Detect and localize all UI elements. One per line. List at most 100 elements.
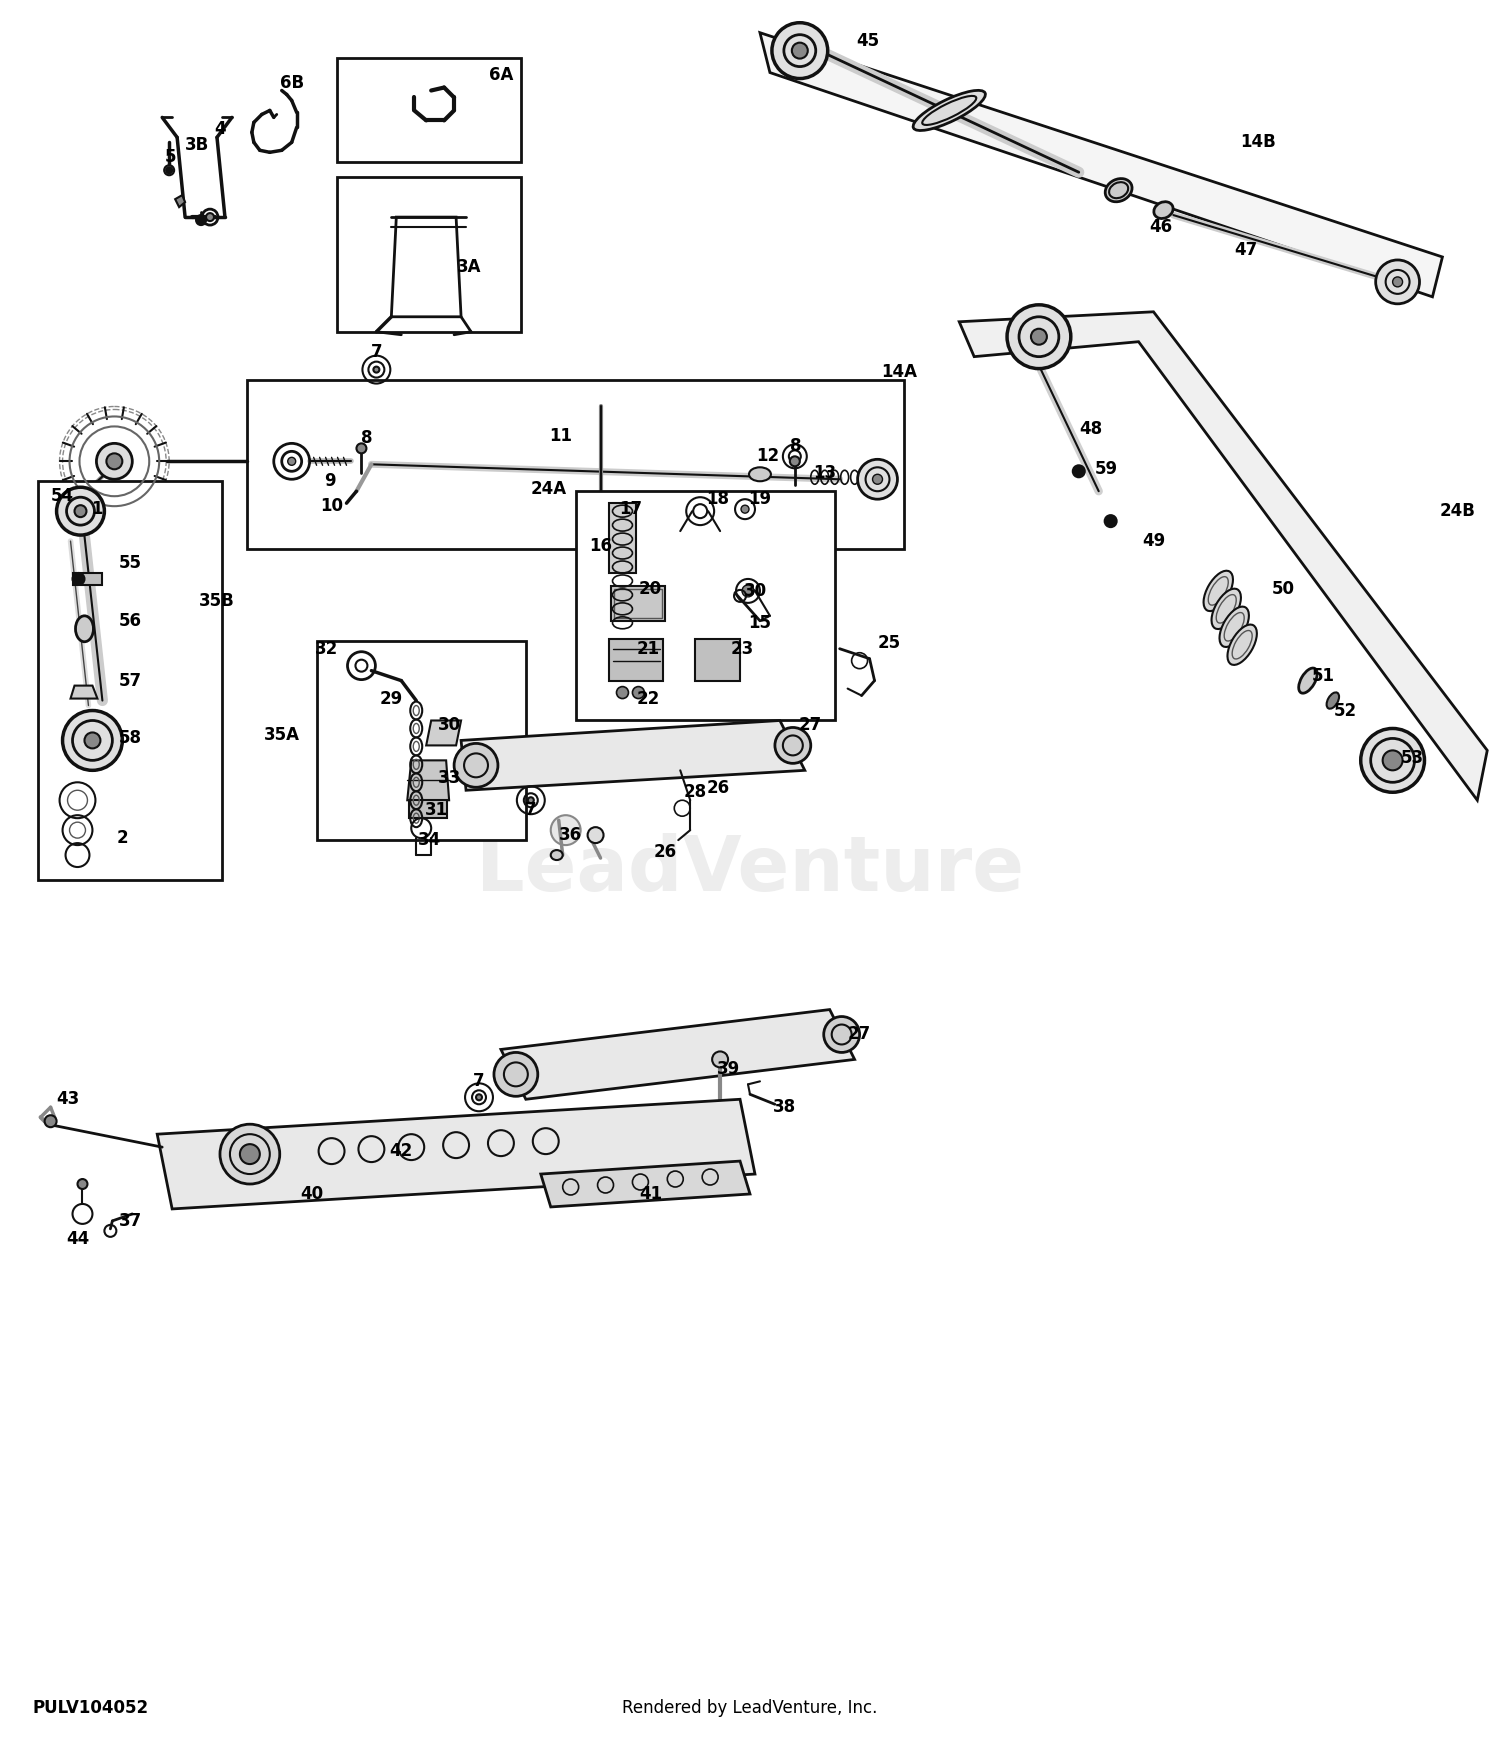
Ellipse shape bbox=[1203, 570, 1233, 611]
Text: 58: 58 bbox=[118, 730, 142, 747]
Polygon shape bbox=[460, 721, 806, 791]
Ellipse shape bbox=[1154, 201, 1173, 219]
Text: 30: 30 bbox=[438, 716, 460, 735]
Text: 26: 26 bbox=[706, 779, 729, 798]
Text: 3B: 3B bbox=[184, 136, 209, 154]
Circle shape bbox=[742, 584, 754, 597]
Ellipse shape bbox=[914, 91, 986, 131]
Text: 5: 5 bbox=[165, 149, 176, 166]
Text: 11: 11 bbox=[549, 427, 572, 446]
Text: 8: 8 bbox=[360, 429, 372, 448]
Bar bbox=[576, 492, 834, 721]
Text: 59: 59 bbox=[1095, 460, 1118, 478]
Text: 20: 20 bbox=[639, 579, 662, 598]
Text: 27: 27 bbox=[847, 1026, 871, 1043]
Circle shape bbox=[858, 458, 897, 499]
Text: 43: 43 bbox=[56, 1090, 80, 1108]
Text: 26: 26 bbox=[654, 844, 676, 861]
Polygon shape bbox=[426, 721, 460, 746]
Polygon shape bbox=[408, 760, 448, 800]
Polygon shape bbox=[760, 33, 1443, 298]
Text: 56: 56 bbox=[118, 612, 142, 630]
Text: 18: 18 bbox=[706, 490, 729, 508]
Text: 15: 15 bbox=[748, 614, 771, 632]
Bar bbox=[248, 380, 904, 550]
Text: 19: 19 bbox=[748, 490, 771, 508]
Bar bbox=[72, 572, 102, 584]
Text: 27: 27 bbox=[798, 716, 822, 735]
Text: 41: 41 bbox=[639, 1185, 662, 1202]
Circle shape bbox=[454, 744, 498, 788]
Text: 29: 29 bbox=[380, 690, 404, 707]
Circle shape bbox=[1030, 329, 1047, 345]
Ellipse shape bbox=[1227, 625, 1257, 665]
Text: 9: 9 bbox=[324, 473, 336, 490]
Text: 57: 57 bbox=[118, 672, 142, 690]
Circle shape bbox=[75, 506, 87, 518]
Text: 45: 45 bbox=[856, 31, 879, 49]
Ellipse shape bbox=[748, 467, 771, 481]
Ellipse shape bbox=[75, 616, 93, 642]
Bar bbox=[609, 639, 663, 681]
Bar bbox=[38, 481, 222, 880]
Text: 47: 47 bbox=[1234, 242, 1258, 259]
Ellipse shape bbox=[1106, 178, 1132, 201]
Text: 49: 49 bbox=[1142, 532, 1166, 550]
Text: 39: 39 bbox=[717, 1060, 740, 1078]
Text: 46: 46 bbox=[1149, 219, 1172, 236]
Circle shape bbox=[476, 1094, 482, 1101]
Text: 2: 2 bbox=[117, 830, 128, 847]
Polygon shape bbox=[176, 196, 184, 206]
Polygon shape bbox=[158, 1099, 754, 1209]
Text: 32: 32 bbox=[315, 640, 338, 658]
Text: 6B: 6B bbox=[279, 74, 304, 91]
Circle shape bbox=[166, 168, 172, 173]
Circle shape bbox=[196, 215, 206, 226]
Text: 36: 36 bbox=[560, 826, 582, 844]
Text: 13: 13 bbox=[813, 464, 837, 483]
Circle shape bbox=[1392, 276, 1402, 287]
Text: 8: 8 bbox=[790, 438, 801, 455]
Circle shape bbox=[164, 164, 174, 175]
Circle shape bbox=[1360, 728, 1425, 793]
Text: 7: 7 bbox=[525, 802, 537, 819]
Text: 4: 4 bbox=[214, 121, 226, 138]
Ellipse shape bbox=[1212, 588, 1240, 628]
Text: 24A: 24A bbox=[531, 480, 567, 499]
Circle shape bbox=[63, 710, 123, 770]
Circle shape bbox=[84, 733, 100, 749]
Circle shape bbox=[45, 1115, 57, 1127]
Text: 22: 22 bbox=[638, 690, 660, 707]
Text: 10: 10 bbox=[320, 497, 344, 514]
Text: 51: 51 bbox=[1311, 667, 1335, 684]
Text: 31: 31 bbox=[424, 802, 447, 819]
Text: 42: 42 bbox=[390, 1143, 412, 1160]
Text: 53: 53 bbox=[1401, 749, 1423, 766]
Text: 17: 17 bbox=[620, 500, 642, 518]
Text: 35A: 35A bbox=[264, 726, 300, 744]
Ellipse shape bbox=[1220, 607, 1250, 648]
Circle shape bbox=[741, 506, 748, 513]
Circle shape bbox=[633, 686, 645, 698]
Circle shape bbox=[792, 42, 808, 58]
Text: 38: 38 bbox=[774, 1099, 796, 1116]
Text: 37: 37 bbox=[118, 1213, 142, 1230]
Polygon shape bbox=[70, 686, 98, 698]
Circle shape bbox=[374, 366, 380, 373]
Text: 14A: 14A bbox=[882, 362, 918, 380]
Bar bbox=[694, 639, 740, 681]
Text: 1: 1 bbox=[92, 500, 104, 518]
Circle shape bbox=[712, 1052, 728, 1068]
Text: 54: 54 bbox=[51, 487, 74, 506]
Circle shape bbox=[106, 453, 123, 469]
Ellipse shape bbox=[550, 816, 580, 845]
Circle shape bbox=[1104, 514, 1116, 527]
Bar bbox=[410, 800, 447, 819]
Text: 21: 21 bbox=[638, 640, 660, 658]
Circle shape bbox=[772, 23, 828, 79]
Circle shape bbox=[206, 214, 214, 220]
Circle shape bbox=[790, 457, 800, 466]
Text: 16: 16 bbox=[590, 537, 612, 555]
Text: 24B: 24B bbox=[1440, 502, 1476, 520]
Circle shape bbox=[288, 457, 296, 466]
